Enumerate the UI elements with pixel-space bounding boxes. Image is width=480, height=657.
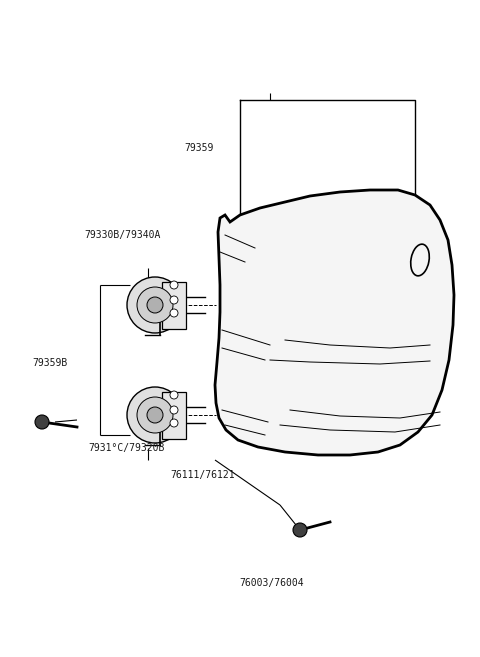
Circle shape [170,296,178,304]
Circle shape [293,523,307,537]
Text: 79359B: 79359B [33,358,68,368]
Circle shape [127,277,183,333]
Polygon shape [215,190,454,455]
Circle shape [127,387,183,443]
Text: 76111/76121: 76111/76121 [170,470,235,480]
FancyBboxPatch shape [162,392,186,439]
Circle shape [170,281,178,289]
Circle shape [170,406,178,414]
Circle shape [35,415,49,429]
Text: 79330B/79340A: 79330B/79340A [84,230,160,240]
FancyBboxPatch shape [162,282,186,329]
Circle shape [137,287,173,323]
Text: 76003/76004: 76003/76004 [239,578,303,588]
Circle shape [147,297,163,313]
Circle shape [170,309,178,317]
Text: 79359: 79359 [184,143,214,153]
Circle shape [147,407,163,423]
Text: 7931°C/79320B: 7931°C/79320B [89,443,165,453]
Circle shape [137,397,173,433]
Circle shape [170,391,178,399]
Circle shape [170,419,178,427]
